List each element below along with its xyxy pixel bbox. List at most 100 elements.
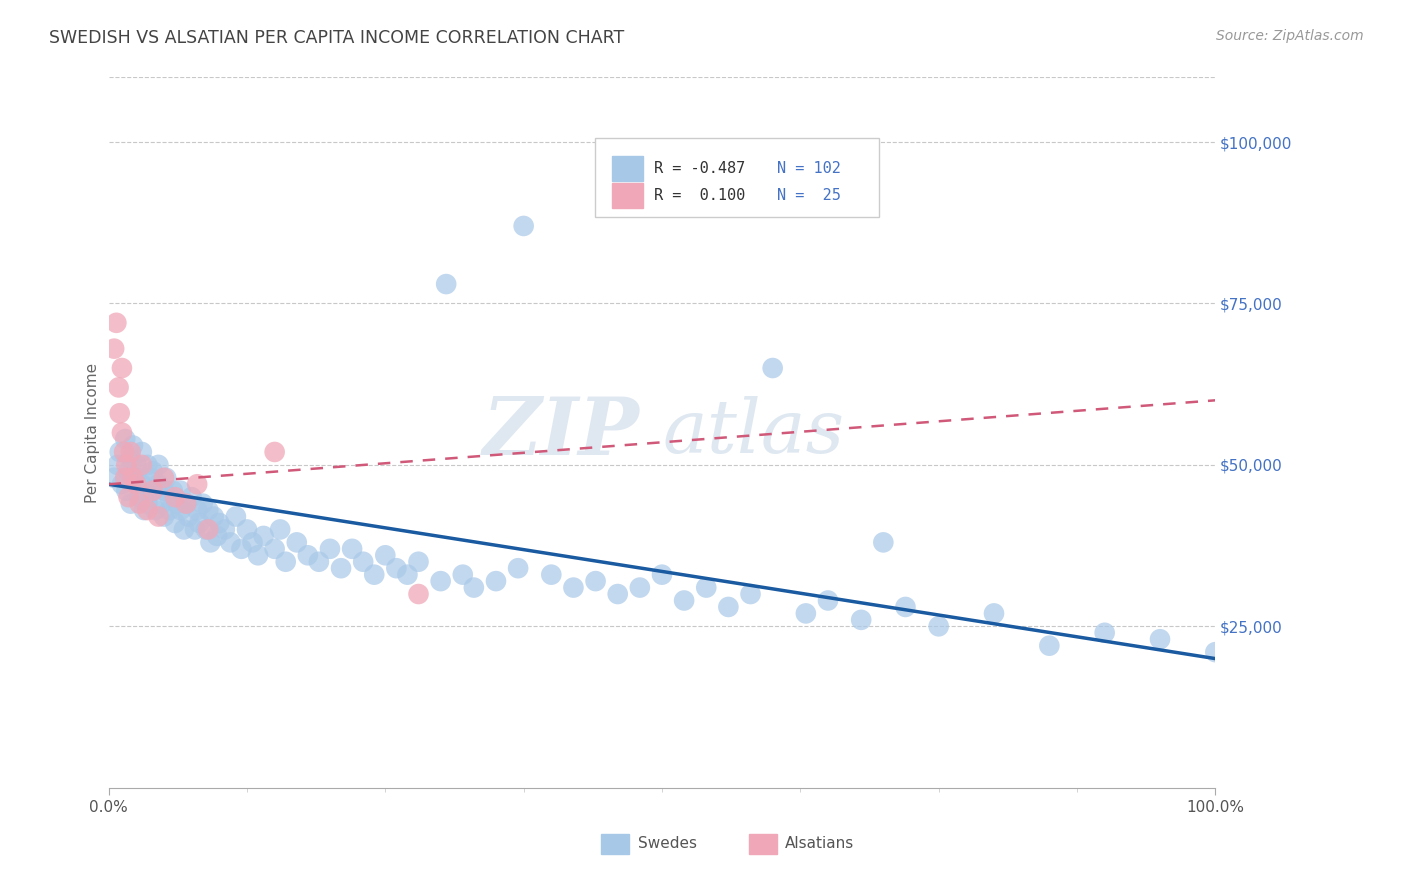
Point xyxy=(132,503,155,517)
Point xyxy=(122,438,145,452)
Point xyxy=(153,509,176,524)
Point xyxy=(186,503,208,517)
Point xyxy=(120,445,142,459)
Point xyxy=(208,516,231,530)
Point xyxy=(205,529,228,543)
Point xyxy=(103,342,125,356)
Point xyxy=(153,471,176,485)
Point xyxy=(330,561,353,575)
Point xyxy=(184,523,207,537)
Point xyxy=(263,445,285,459)
Point xyxy=(508,561,530,575)
Point xyxy=(242,535,264,549)
Point xyxy=(177,509,200,524)
Point xyxy=(540,567,562,582)
Text: ZIP: ZIP xyxy=(484,394,640,471)
Point xyxy=(762,361,785,376)
Point xyxy=(247,549,270,563)
Point xyxy=(740,587,762,601)
Point xyxy=(297,549,319,563)
Point xyxy=(163,490,186,504)
Point xyxy=(408,555,430,569)
Point xyxy=(112,445,135,459)
Point xyxy=(148,458,170,472)
Point xyxy=(131,458,153,472)
Point xyxy=(1038,639,1060,653)
Point xyxy=(107,380,129,394)
Point xyxy=(125,471,148,485)
Point xyxy=(396,567,419,582)
Y-axis label: Per Capita Income: Per Capita Income xyxy=(86,362,100,503)
Point xyxy=(606,587,628,601)
Point xyxy=(107,458,129,472)
Point xyxy=(169,483,191,498)
Point xyxy=(695,581,717,595)
Point xyxy=(162,483,184,498)
Point xyxy=(142,483,165,498)
Text: R =  0.100: R = 0.100 xyxy=(654,188,745,203)
Point xyxy=(143,503,166,517)
Point xyxy=(105,316,128,330)
Point xyxy=(794,607,817,621)
Point xyxy=(115,458,138,472)
Point xyxy=(131,477,153,491)
Point xyxy=(463,581,485,595)
Point xyxy=(673,593,696,607)
Point xyxy=(180,490,202,504)
Point xyxy=(125,458,148,472)
Point xyxy=(128,497,150,511)
Point xyxy=(120,497,142,511)
Point xyxy=(363,567,385,582)
Point xyxy=(173,523,195,537)
Point xyxy=(186,477,208,491)
Point xyxy=(1149,632,1171,647)
Point xyxy=(219,535,242,549)
Point xyxy=(485,574,508,588)
Point xyxy=(195,523,218,537)
Point xyxy=(114,432,136,446)
Point xyxy=(512,219,534,233)
Point xyxy=(148,509,170,524)
Point xyxy=(374,549,396,563)
Text: Alsatians: Alsatians xyxy=(786,837,855,851)
Text: Source: ZipAtlas.com: Source: ZipAtlas.com xyxy=(1216,29,1364,43)
Point xyxy=(200,535,222,549)
Point xyxy=(340,541,363,556)
Point xyxy=(872,535,894,549)
Point xyxy=(817,593,839,607)
Point xyxy=(111,477,134,491)
Point xyxy=(142,483,165,498)
Text: Swedes: Swedes xyxy=(638,837,696,851)
Point xyxy=(153,483,176,498)
Text: N = 102: N = 102 xyxy=(776,161,841,176)
Point xyxy=(139,471,162,485)
Point xyxy=(103,471,125,485)
Point xyxy=(117,464,139,478)
Point xyxy=(1204,645,1226,659)
Point xyxy=(117,490,139,504)
Point xyxy=(122,471,145,485)
Point xyxy=(197,523,219,537)
Text: atlas: atlas xyxy=(662,396,844,469)
Point xyxy=(128,490,150,504)
Point xyxy=(142,464,165,478)
Point xyxy=(159,490,181,504)
Point xyxy=(108,445,131,459)
Point xyxy=(148,477,170,491)
Point xyxy=(352,555,374,569)
Point xyxy=(115,483,138,498)
Point xyxy=(285,535,308,549)
Point xyxy=(174,497,197,511)
Point xyxy=(134,483,156,498)
Point xyxy=(150,497,173,511)
Point xyxy=(202,509,225,524)
Point xyxy=(274,555,297,569)
Text: R = -0.487: R = -0.487 xyxy=(654,161,745,176)
Point xyxy=(131,445,153,459)
Point xyxy=(136,503,159,517)
Point xyxy=(928,619,950,633)
Point xyxy=(319,541,342,556)
Point xyxy=(263,541,285,556)
Point xyxy=(155,471,177,485)
Point xyxy=(385,561,408,575)
